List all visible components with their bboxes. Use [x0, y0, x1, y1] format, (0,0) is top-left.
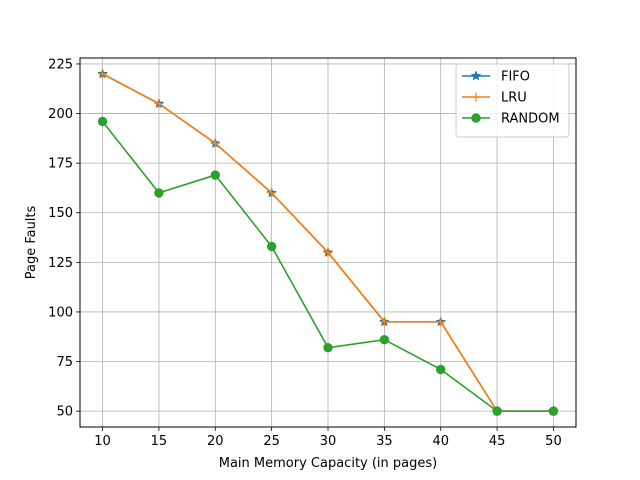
data-point-lru [436, 317, 446, 327]
legend-marker-fifo [470, 70, 482, 81]
x-tick-label: 50 [545, 434, 562, 449]
data-point-lru [323, 247, 333, 257]
data-point-random [379, 335, 390, 345]
ticks: 10 15 20 25 30 35 40 45 50 50 75 100 125 150 175 200 225 [48, 57, 562, 449]
x-tick-label: 25 [263, 434, 280, 449]
legend-label-fifo: FIFO [501, 70, 530, 85]
legend-marker-random [471, 113, 481, 123]
y-tick-label: 175 [48, 157, 73, 172]
y-tick-label: 150 [48, 206, 73, 221]
y-tick-label: 100 [48, 305, 73, 320]
data-point-random [210, 170, 220, 180]
x-tick-label: 15 [151, 434, 168, 449]
x-tick-label: 20 [207, 434, 224, 449]
data-point-random [323, 342, 333, 353]
y-tick-label: 125 [48, 256, 73, 271]
data-point-random [154, 188, 164, 198]
x-tick-label: 10 [94, 434, 111, 449]
data-point-random [97, 116, 108, 127]
data-point-lru [267, 188, 277, 198]
legend: FIFO LRU RANDOM [455, 63, 570, 138]
data-point-random [436, 364, 446, 375]
y-tick-label: 50 [56, 405, 73, 420]
y-tick-label: 225 [48, 57, 73, 72]
x-tick-label: 40 [432, 434, 449, 449]
legend-marker-lru [471, 92, 481, 102]
data-point-random [266, 241, 277, 252]
series-layer [97, 68, 559, 416]
x-tick-label: 30 [320, 434, 337, 449]
x-tick-label: 35 [376, 434, 393, 449]
data-point-lru [98, 69, 108, 79]
data-point-lru [379, 317, 389, 327]
legend-label-lru: LRU [501, 91, 527, 106]
x-tick-label: 45 [489, 434, 506, 449]
y-axis-label: Page Faults [24, 205, 39, 279]
x-axis-label: Main Memory Capacity (in pages) [219, 456, 437, 471]
data-point-lru [154, 99, 164, 109]
legend-label-random: RANDOM [501, 112, 560, 127]
data-point-lru [210, 138, 220, 148]
y-tick-label: 75 [56, 355, 73, 370]
data-point-random [492, 406, 502, 416]
data-point-random [548, 406, 559, 416]
y-tick-label: 200 [48, 107, 73, 122]
